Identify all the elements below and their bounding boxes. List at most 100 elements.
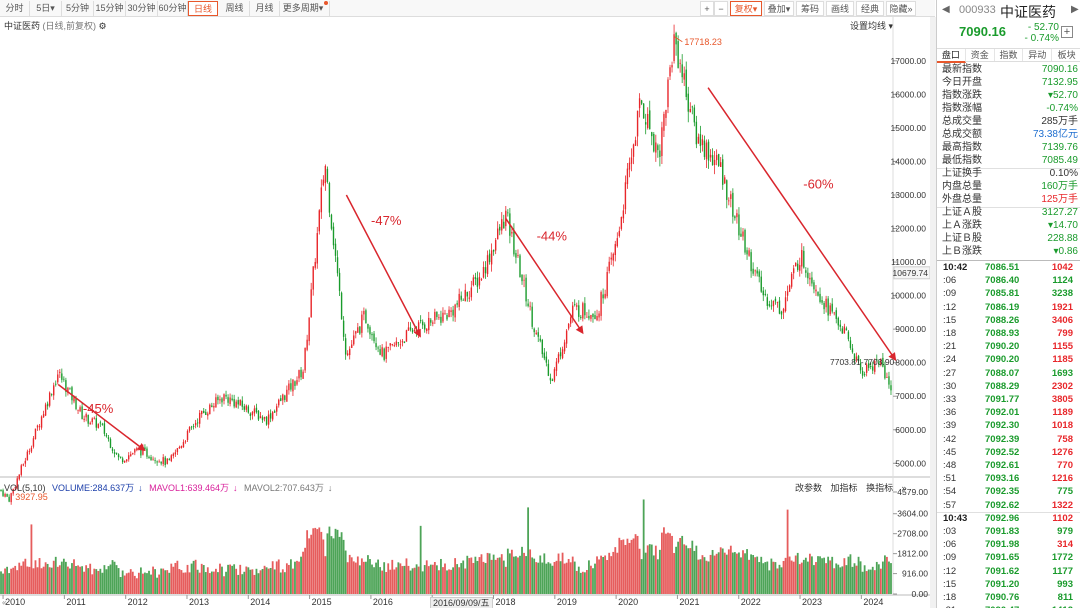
- tab-movement[interactable]: 异动: [1023, 49, 1053, 61]
- change-indicator-button[interactable]: 换指标: [866, 483, 894, 493]
- candle-body: [162, 457, 164, 465]
- volume-bar: [881, 561, 884, 594]
- candle-body: [673, 34, 675, 61]
- candle-body: [263, 417, 266, 419]
- volume-bar: [638, 548, 641, 594]
- volume-bar: [10, 568, 13, 594]
- volume-bar: [502, 560, 505, 594]
- volume-bar: [618, 537, 621, 594]
- volume-bar: [192, 560, 195, 594]
- candle-body: [539, 338, 541, 341]
- volume-bar: [851, 566, 854, 594]
- zoom-in-button[interactable]: +: [700, 1, 714, 16]
- add-indicator-button[interactable]: 加指标: [830, 483, 858, 493]
- tab-sector[interactable]: 板块: [1057, 50, 1076, 60]
- tab-funds[interactable]: 资金: [966, 49, 995, 61]
- drop-arrow-4-label: -60%: [803, 176, 834, 191]
- candle-body: [26, 451, 29, 461]
- candle-body: [20, 465, 22, 475]
- candle-body: [389, 343, 391, 346]
- period-tab-30min[interactable]: 30分钟: [126, 1, 158, 16]
- volume-bar: [322, 539, 325, 594]
- volume-bar: [654, 545, 657, 594]
- candle-body: [373, 333, 375, 342]
- gear-icon[interactable]: ⚙: [98, 21, 107, 31]
- volume-bar: [746, 549, 748, 594]
- collapse-icon[interactable]: »: [901, 483, 907, 493]
- chart-scrollbar[interactable]: [930, 17, 936, 608]
- candle-body: [367, 324, 369, 329]
- candle-body: [468, 297, 471, 299]
- edit-params-button[interactable]: 改参数: [795, 483, 823, 493]
- tick-volume: 1276: [1051, 446, 1073, 458]
- stat-value: 0.10%: [1049, 168, 1078, 179]
- volume-bar: [600, 555, 602, 594]
- tick-row: :12 7091.62 1177: [937, 565, 1080, 578]
- volume-bar: [231, 565, 234, 594]
- tick-volume: 1693: [1051, 367, 1073, 379]
- period-tab-15min[interactable]: 15分钟: [94, 1, 126, 16]
- candle-body: [46, 403, 49, 407]
- candlestick-chart[interactable]: 17000.00 16000.00 15000.00 14000.00 13000.00…: [0, 0, 930, 608]
- ma-settings-button[interactable]: 设置均线 ▾: [850, 21, 894, 31]
- candle-body: [486, 255, 489, 275]
- prev-security-icon[interactable]: ◀: [942, 4, 950, 15]
- zoom-out-button[interactable]: −: [714, 1, 728, 16]
- classic-button[interactable]: 经典: [856, 1, 884, 16]
- period-tab-weekly[interactable]: 周线: [220, 1, 250, 16]
- candle-body: [140, 447, 142, 456]
- hide-button[interactable]: 隐藏»: [886, 1, 916, 16]
- add-watchlist-button[interactable]: +: [1061, 26, 1073, 38]
- candle-body: [886, 377, 888, 378]
- volume-bar: [650, 544, 653, 594]
- tick-volume: 1124: [1052, 275, 1073, 287]
- candle-body: [34, 428, 37, 439]
- period-tab-5day[interactable]: 5日▾: [30, 1, 62, 16]
- candle-body: [85, 414, 87, 418]
- next-security-icon[interactable]: ▶: [1071, 4, 1079, 15]
- period-tab-monthly[interactable]: 月线: [250, 1, 280, 16]
- tick-time: :30: [943, 380, 957, 392]
- candle-body: [784, 297, 787, 312]
- tick-row: :21 7090.47 1412: [937, 604, 1080, 608]
- volume-bar: [73, 559, 75, 594]
- tab-orderbook[interactable]: 盘口: [937, 49, 966, 63]
- period-tab-timeshare[interactable]: 分时: [0, 1, 30, 16]
- candle-body: [38, 426, 41, 428]
- volume-bar: [695, 545, 698, 594]
- volume-bar: [547, 562, 550, 594]
- volume-bar: [267, 568, 270, 594]
- period-tab-60min[interactable]: 60分钟: [158, 1, 188, 16]
- candle-body: [480, 279, 483, 280]
- tick-volume: 1155: [1052, 341, 1073, 353]
- candle-body: [606, 272, 608, 297]
- overlay-button[interactable]: 叠加▾: [764, 1, 794, 16]
- volume-bar: [150, 574, 152, 594]
- volume-bar: [24, 558, 27, 594]
- volume-bar: [588, 560, 590, 594]
- candle-body: [456, 303, 458, 305]
- tab-index[interactable]: 指数: [995, 49, 1024, 61]
- y-tick-label: 11000.00: [891, 257, 926, 267]
- candle-body: [859, 362, 862, 371]
- volume-bar: [454, 558, 457, 594]
- candle-body: [697, 136, 700, 144]
- candle-body: [397, 342, 400, 344]
- candle-body: [132, 453, 134, 454]
- candle-body: [306, 339, 308, 350]
- period-tab-daily[interactable]: 日线: [188, 1, 218, 16]
- volume-bar: [413, 567, 416, 594]
- chips-button[interactable]: 筹码: [796, 1, 824, 16]
- volume-bar: [111, 560, 114, 594]
- period-tab-5min[interactable]: 5分钟: [62, 1, 94, 16]
- volume-bar: [166, 570, 169, 594]
- stats-separator: [937, 167, 1080, 169]
- period-tab-more[interactable]: 更多周期▾: [282, 1, 330, 16]
- volume-bar: [328, 526, 331, 594]
- adjust-button[interactable]: 复权▾: [730, 1, 762, 16]
- draw-line-button[interactable]: 画线: [826, 1, 854, 16]
- tick-row: :39 7092.30 1018: [937, 419, 1080, 432]
- volume-bar: [752, 554, 755, 594]
- volume-bar: [727, 549, 730, 594]
- volume-bar: [713, 555, 716, 594]
